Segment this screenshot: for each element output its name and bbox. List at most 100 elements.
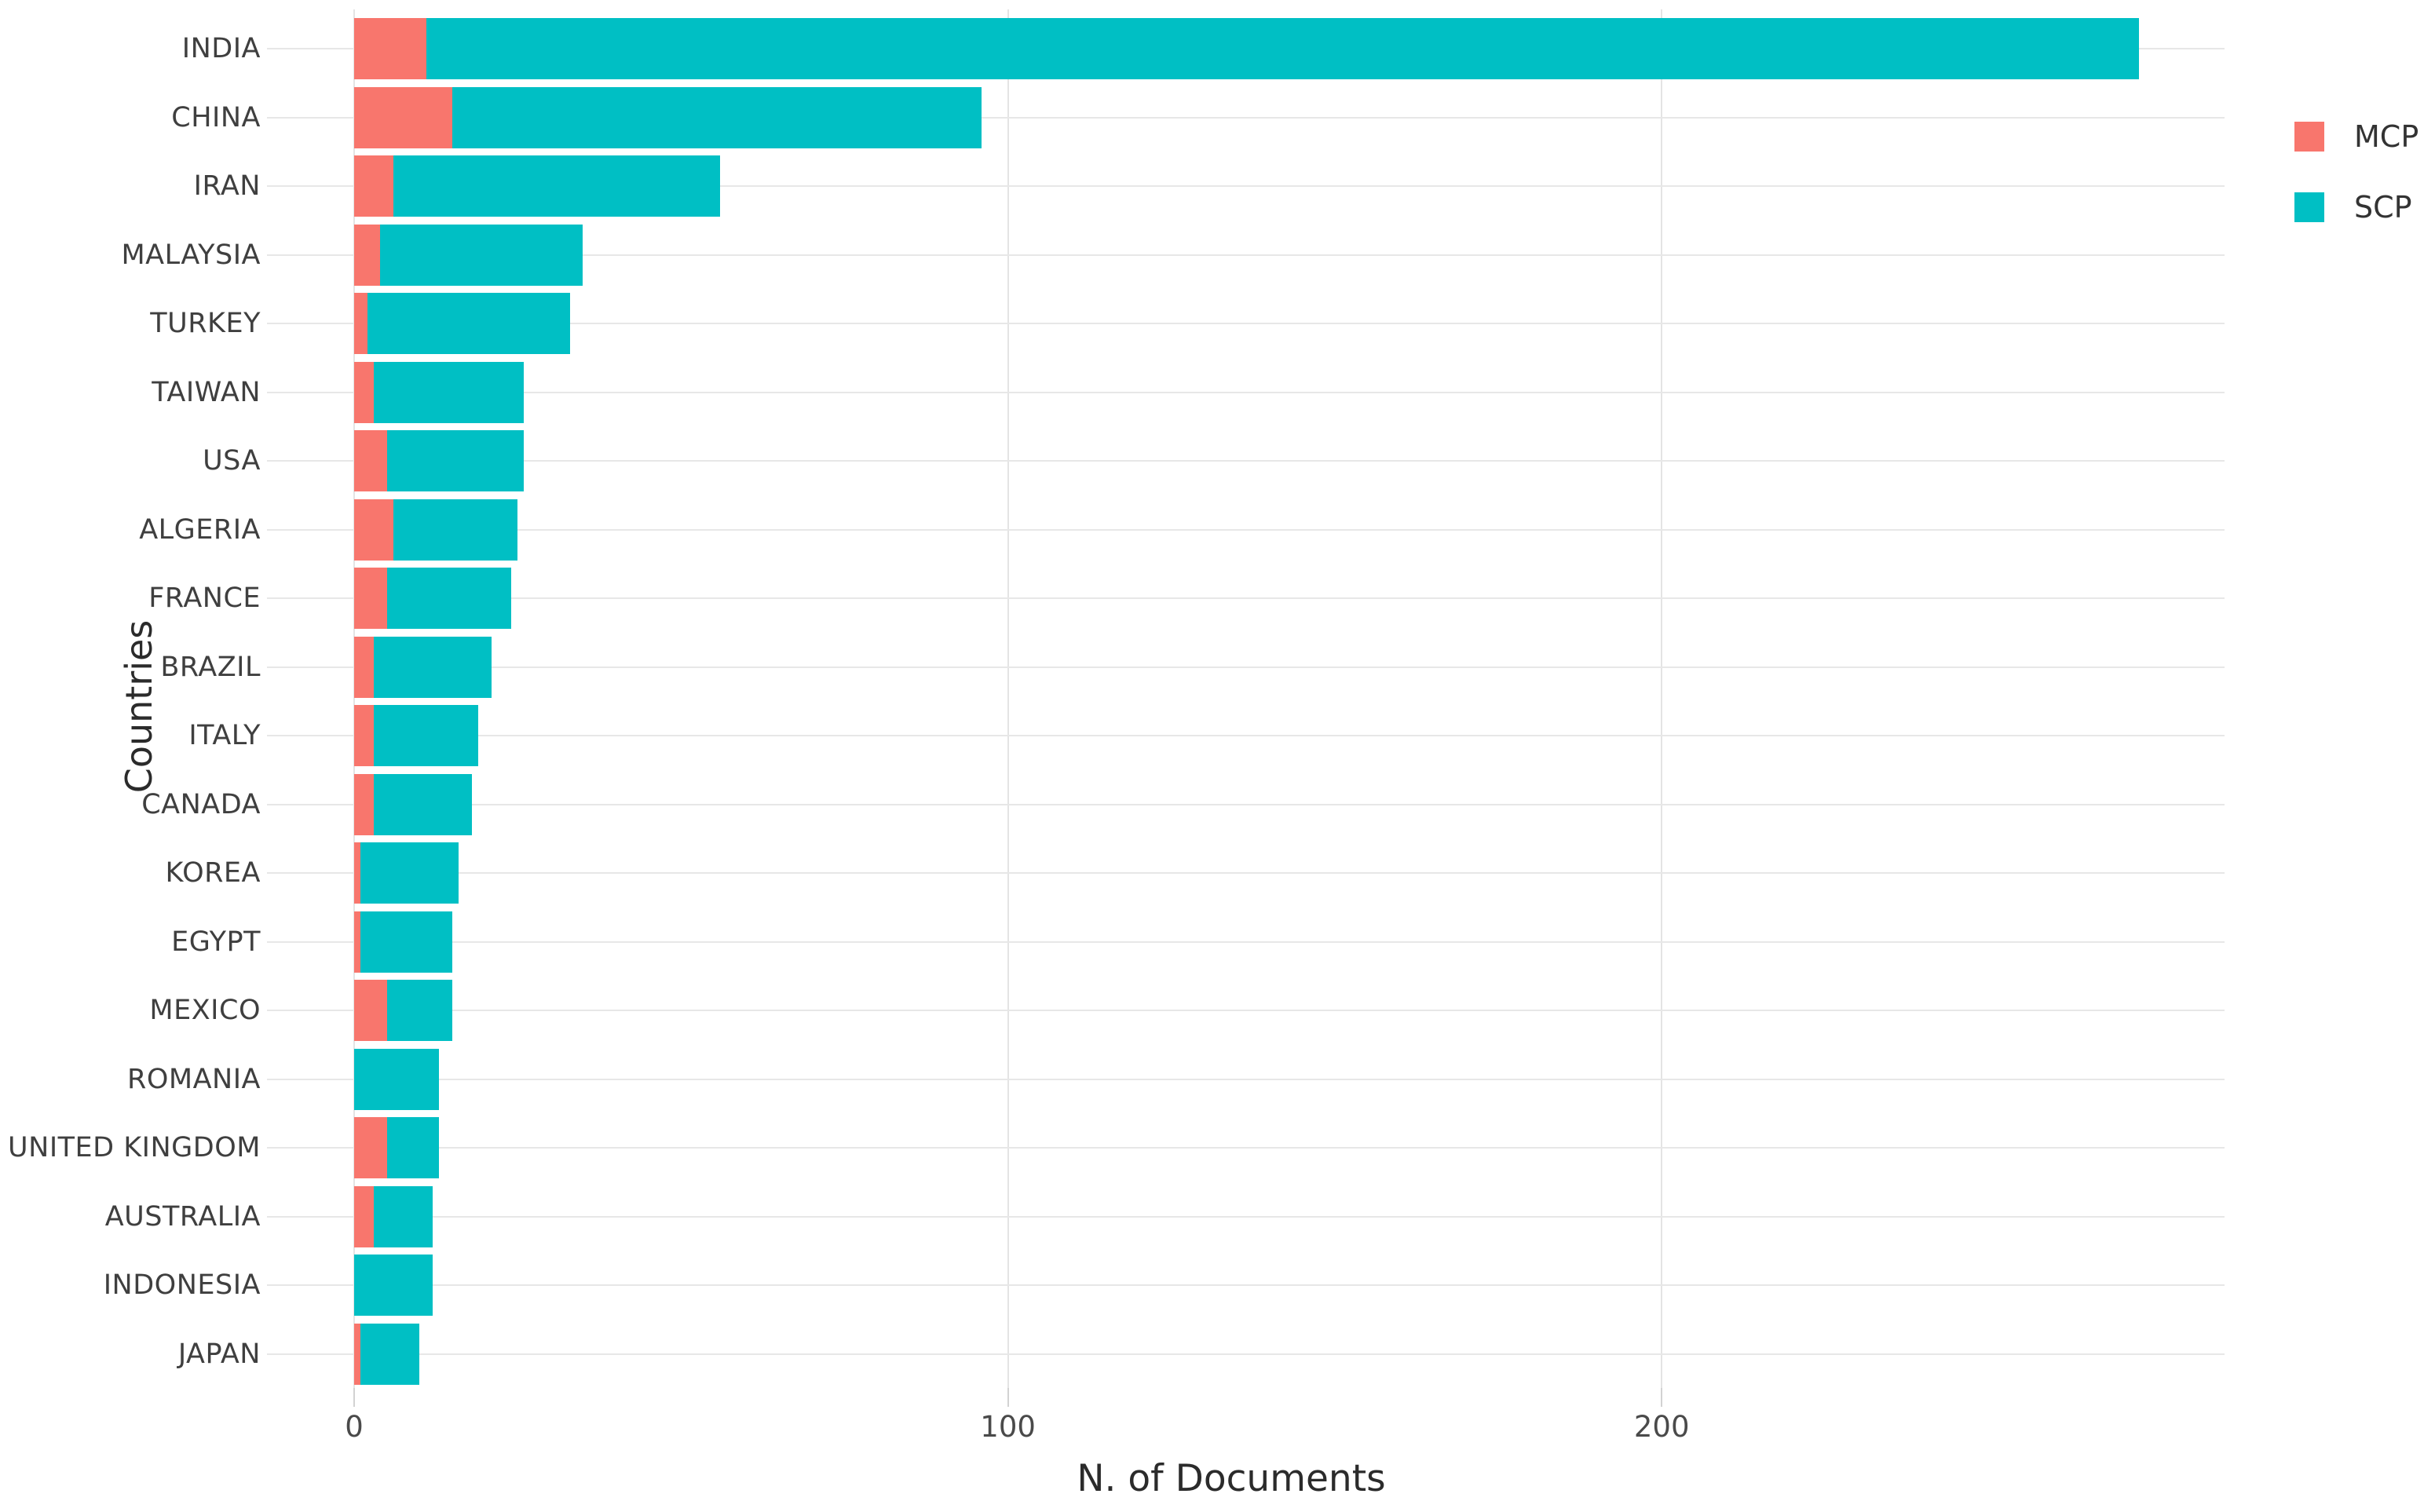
- country-label: TAIWAN: [152, 376, 261, 408]
- country-row: JAPAN: [0, 1320, 2225, 1389]
- y-axis-title: Countries: [118, 619, 160, 794]
- bar-segment-mcp: [354, 293, 367, 354]
- country-label: CANADA: [141, 788, 261, 820]
- bar-segment-scp: [386, 1117, 440, 1178]
- x-tick-label: 0: [345, 1410, 364, 1444]
- legend-swatch-mcp: [2294, 122, 2324, 152]
- country-label: KOREA: [165, 857, 261, 889]
- bar-segment-mcp: [354, 86, 452, 148]
- row-leader-line: [267, 735, 2225, 736]
- country-label: ROMANIA: [127, 1063, 261, 1095]
- bar-segment-mcp: [354, 1323, 361, 1385]
- bar-segment-scp: [367, 293, 570, 354]
- bar-romania: [354, 1048, 440, 1110]
- bar-segment-mcp: [354, 361, 374, 423]
- bar-segment-mcp: [354, 1185, 374, 1247]
- bar-segment-scp: [386, 430, 525, 491]
- bar-taiwan: [354, 361, 525, 423]
- row-leader-line: [267, 597, 2225, 599]
- bar-segment-scp: [354, 1255, 433, 1316]
- bar-segment-scp: [373, 1185, 433, 1247]
- row-leader-line: [267, 1215, 2225, 1218]
- country-row: IRAN: [0, 152, 2225, 221]
- bar-segment-scp: [386, 568, 511, 629]
- country-row: ROMANIA: [0, 1045, 2225, 1114]
- bar-segment-scp: [360, 911, 452, 973]
- bar-segment-scp: [360, 842, 459, 904]
- country-label: CHINA: [171, 101, 261, 133]
- row-leader-line: [267, 666, 2225, 668]
- bar-segment-mcp: [354, 980, 387, 1041]
- x-tick-mark: [353, 1388, 355, 1407]
- bar-france: [354, 568, 511, 629]
- legend-item-scp: SCP: [2294, 190, 2419, 225]
- bar-malaysia: [354, 224, 583, 286]
- bar-segment-mcp: [354, 224, 381, 286]
- country-row: CHINA: [0, 83, 2225, 152]
- bar-segment-scp: [386, 980, 452, 1041]
- x-tick-label: 200: [1633, 1410, 1690, 1444]
- row-leader-line: [267, 803, 2225, 805]
- bar-italy: [354, 705, 479, 766]
- legend-label: SCP: [2354, 190, 2412, 225]
- legend-label: MCP: [2354, 119, 2419, 154]
- country-label: INDIA: [181, 33, 261, 64]
- bar-japan: [354, 1323, 420, 1385]
- country-row: KOREA: [0, 838, 2225, 908]
- bar-segment-scp: [373, 705, 479, 766]
- row-leader-line: [267, 460, 2225, 462]
- country-label: TURKEY: [150, 308, 261, 339]
- bar-segment-scp: [373, 636, 492, 698]
- bar-iran: [354, 155, 721, 217]
- row-leader-line: [267, 391, 2225, 393]
- country-row: MALAYSIA: [0, 221, 2225, 290]
- bar-india: [354, 18, 2139, 79]
- bar-turkey: [354, 293, 570, 354]
- x-tick-mark: [1661, 1388, 1663, 1407]
- bar-egypt: [354, 911, 452, 973]
- country-label: FRANCE: [148, 583, 261, 614]
- country-label: BRAZIL: [160, 651, 261, 683]
- bar-segment-scp: [393, 155, 721, 217]
- country-label: IRAN: [193, 170, 261, 202]
- country-row: FRANCE: [0, 564, 2225, 633]
- x-tick-mark: [1007, 1388, 1009, 1407]
- bar-segment-scp: [373, 361, 525, 423]
- bar-segment-scp: [354, 1048, 440, 1110]
- row-leader-line: [267, 528, 2225, 531]
- x-gridline: [353, 9, 355, 1388]
- country-label: ALGERIA: [139, 513, 261, 546]
- bar-segment-mcp: [354, 773, 374, 835]
- row-leader-line: [267, 1078, 2225, 1080]
- country-label: JAPAN: [177, 1338, 261, 1370]
- country-row: UNITED KINGDOM: [0, 1113, 2225, 1182]
- row-leader-line: [267, 940, 2225, 943]
- country-label: USA: [203, 445, 261, 477]
- bar-segment-mcp: [354, 499, 393, 561]
- bar-segment-scp: [373, 773, 472, 835]
- country-label: UNITED KINGDOM: [8, 1132, 261, 1163]
- legend-item-mcp: MCP: [2294, 119, 2419, 154]
- country-row: MEXICO: [0, 976, 2225, 1045]
- bar-segment-mcp: [354, 1117, 387, 1178]
- bar-china: [354, 86, 982, 148]
- bar-segment-mcp: [354, 636, 374, 698]
- country-row: USA: [0, 426, 2225, 495]
- country-label: ITALY: [188, 720, 261, 751]
- bar-segment-scp: [393, 499, 518, 561]
- row-leader-line: [267, 1010, 2225, 1011]
- bar-segment-mcp: [354, 18, 426, 79]
- legend-swatch-scp: [2294, 192, 2324, 222]
- country-row: CANADA: [0, 770, 2225, 839]
- country-label: AUSTRALIA: [104, 1200, 261, 1233]
- row-leader-line: [267, 872, 2225, 874]
- country-row: TURKEY: [0, 289, 2225, 358]
- row-leader-line: [267, 323, 2225, 324]
- country-row: BRAZIL: [0, 633, 2225, 702]
- bar-united-kingdom: [354, 1117, 440, 1178]
- row-leader-line: [267, 185, 2225, 187]
- row-leader-line: [267, 1353, 2225, 1355]
- bar-segment-mcp: [354, 155, 393, 217]
- country-label: EGYPT: [171, 926, 261, 958]
